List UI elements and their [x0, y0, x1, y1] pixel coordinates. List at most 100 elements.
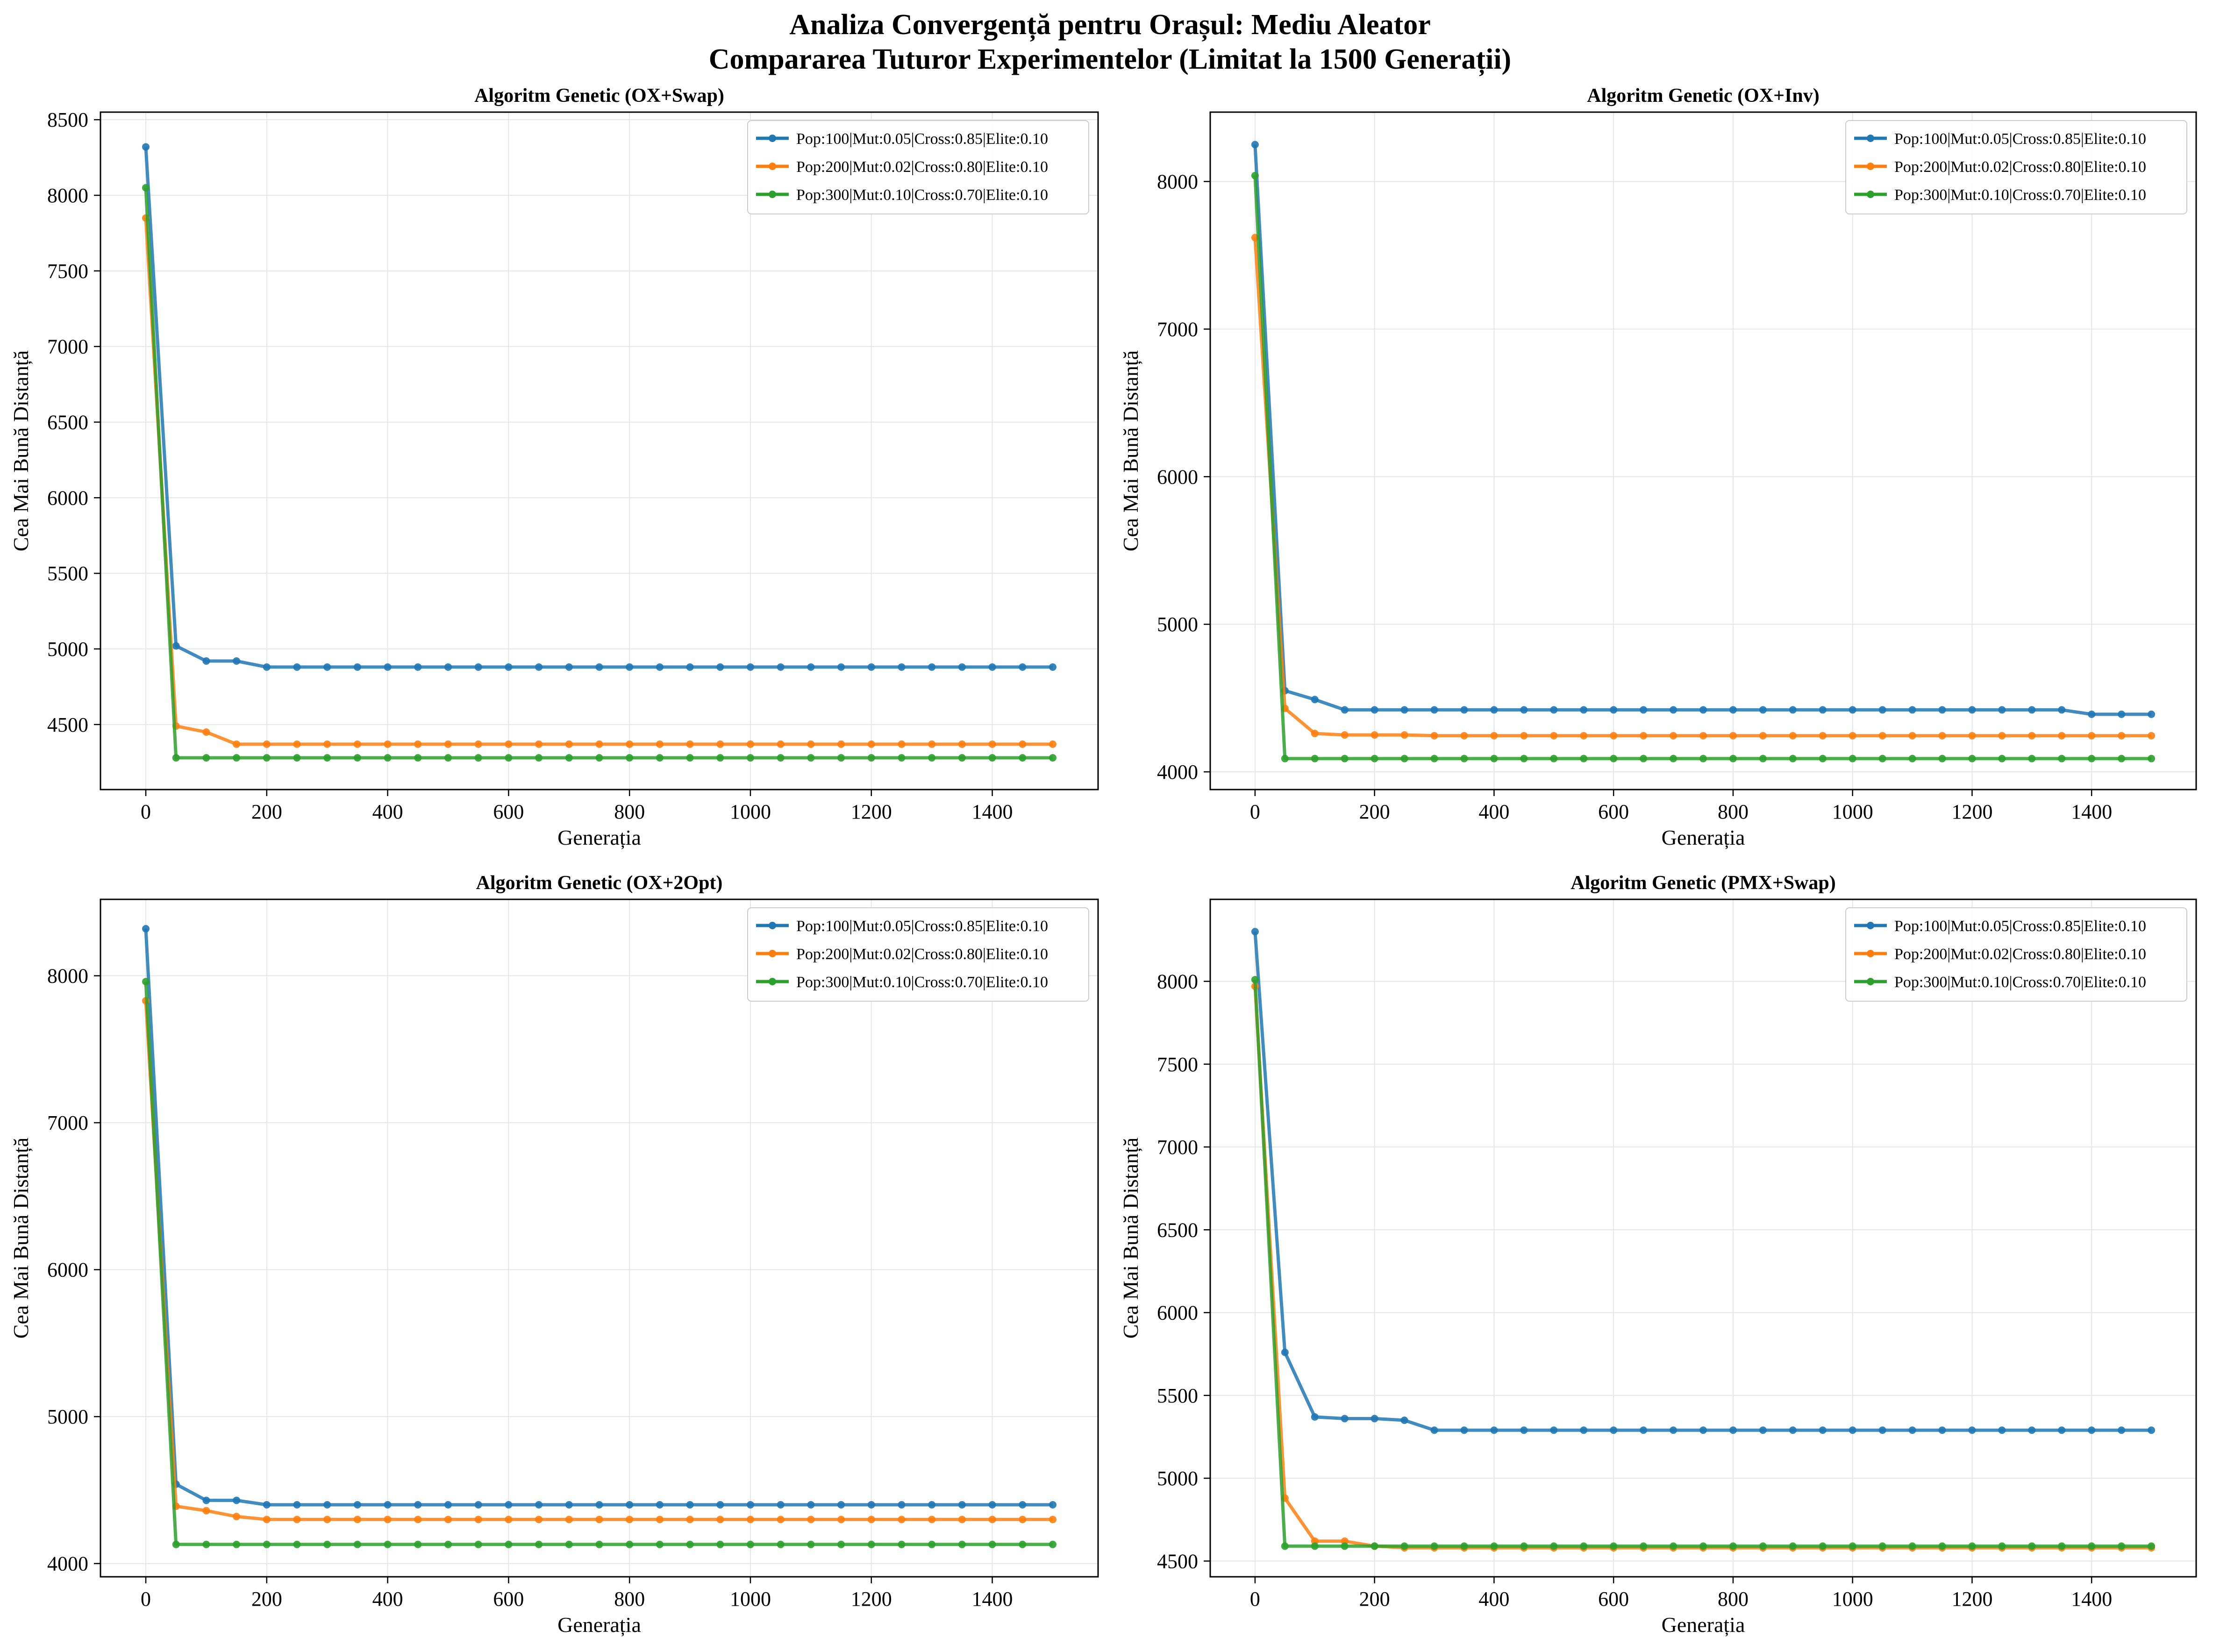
- series-1-point: [837, 663, 845, 671]
- series-1-point: [1610, 1426, 1618, 1434]
- series-2-point: [746, 740, 754, 748]
- series-3-point: [1371, 1542, 1378, 1550]
- series-line-2: [1253, 237, 2152, 738]
- series-3-point: [928, 754, 936, 762]
- series-3-point: [1400, 1542, 1408, 1550]
- y-tick-label: 5500: [47, 562, 88, 585]
- series-1-point: [474, 663, 482, 671]
- series-1-point: [444, 1501, 452, 1509]
- series-2-point: [444, 740, 452, 748]
- series-1-point: [656, 663, 664, 671]
- chart-panel-1: 0 200 400 600 800 1000 1200 1400 4500 5000 5500 600…: [9, 85, 1099, 849]
- series-2-point: [898, 740, 906, 748]
- series-3-point: [384, 754, 392, 762]
- series-1-point: [2058, 706, 2066, 714]
- series-line-2: [144, 1000, 1053, 1521]
- series-1-point: [1640, 706, 1648, 714]
- series-2-point: [233, 740, 241, 748]
- series-3-point: [323, 754, 331, 762]
- series-3-point: [988, 754, 996, 762]
- legend-swatch-marker: [769, 978, 776, 985]
- series-3-point: [535, 1540, 543, 1548]
- series-1-point: [626, 1501, 634, 1509]
- series-3-point: [1878, 755, 1886, 762]
- series-3-point: [1019, 754, 1027, 762]
- series-3-point: [958, 1540, 966, 1548]
- series-1-point: [686, 663, 694, 671]
- series-3-point: [2058, 755, 2066, 762]
- series-3-point: [1968, 755, 1976, 762]
- series-1-point: [1550, 706, 1558, 714]
- x-tick-label: 800: [1718, 800, 1749, 823]
- plot-frame: [100, 111, 1099, 790]
- series-1-point: [1400, 1416, 1408, 1424]
- series-3-point: [2148, 1542, 2156, 1550]
- series-1-point: [323, 1501, 331, 1509]
- series-1-point: [746, 663, 754, 671]
- x-tick-label: 1000: [1832, 800, 1873, 823]
- series-1-point: [1311, 1413, 1319, 1421]
- series-1-point: [1049, 663, 1056, 671]
- x-tick-label: 0: [141, 1588, 151, 1610]
- series-2-point: [686, 1516, 694, 1524]
- series-1-point: [1520, 1426, 1528, 1434]
- x-tick-label: 800: [614, 800, 645, 823]
- x-tick-label: 400: [1478, 800, 1509, 823]
- series-2-point: [444, 1516, 452, 1524]
- series-3-point: [1251, 976, 1259, 983]
- series-1-point: [777, 663, 785, 671]
- series-2-point: [807, 740, 815, 748]
- series-2-point: [1998, 732, 2006, 740]
- series-1-point: [202, 1496, 210, 1504]
- x-tick-label: 0: [1250, 1588, 1260, 1610]
- y-tick-label: 8000: [47, 184, 88, 207]
- series-3-point: [1580, 1542, 1588, 1550]
- series-3-point: [988, 1540, 996, 1548]
- series-1-point: [233, 1496, 241, 1504]
- series-3-point: [928, 1540, 936, 1548]
- y-tick-label: 8000: [1157, 970, 1198, 993]
- plot-frame: [1209, 898, 2197, 1578]
- series-1-point: [1281, 1348, 1289, 1356]
- series-3-point: [1640, 1542, 1648, 1550]
- series-2-point: [1699, 732, 1707, 740]
- series-3-point: [202, 1540, 210, 1548]
- series-1-point: [746, 1501, 754, 1509]
- legend-entry-label: Pop:100|Mut:0.05|Cross:0.85|Elite:0.10: [796, 918, 1048, 935]
- series-2-point: [1849, 732, 1856, 740]
- series-1-point: [1789, 1426, 1797, 1434]
- series-1-point: [1371, 706, 1378, 714]
- series-2-point: [565, 1516, 573, 1524]
- series-1-point: [2118, 710, 2126, 718]
- y-tick-label: 8000: [47, 965, 88, 988]
- x-tick-label: 1200: [851, 1588, 892, 1610]
- series-1-point: [626, 663, 634, 671]
- series-2-point: [263, 1516, 271, 1524]
- series-3-point: [1729, 755, 1737, 762]
- legend-swatch-marker: [1867, 978, 1874, 985]
- series-1-point: [263, 1501, 271, 1509]
- y-tick-label: 7000: [47, 1111, 88, 1134]
- y-tick-label: 5000: [1157, 613, 1198, 636]
- series-3-point: [1610, 1542, 1618, 1550]
- series-1-point: [233, 657, 241, 665]
- series-1-point: [202, 657, 210, 665]
- series-2-point: [1819, 732, 1827, 740]
- x-tick-label: 400: [1478, 1588, 1509, 1610]
- series-1-point: [1520, 706, 1528, 714]
- y-tick-label: 7000: [1157, 1136, 1198, 1159]
- series-2-point: [1019, 1516, 1027, 1524]
- panel-title: Algoritm Genetic (OX+2Opt): [476, 872, 723, 894]
- series-2-point: [2088, 732, 2096, 740]
- series-3-point: [1341, 1542, 1349, 1550]
- series-3-point: [384, 1540, 392, 1548]
- series-2-point: [505, 740, 513, 748]
- series-3-point: [1311, 1542, 1319, 1550]
- y-tick-label: 6000: [47, 1259, 88, 1282]
- legend-entry-label: Pop:100|Mut:0.05|Cross:0.85|Elite:0.10: [1894, 918, 2146, 935]
- series-2-point: [1371, 731, 1378, 739]
- series-2-point: [293, 1516, 301, 1524]
- series-line-3: [144, 981, 1053, 1546]
